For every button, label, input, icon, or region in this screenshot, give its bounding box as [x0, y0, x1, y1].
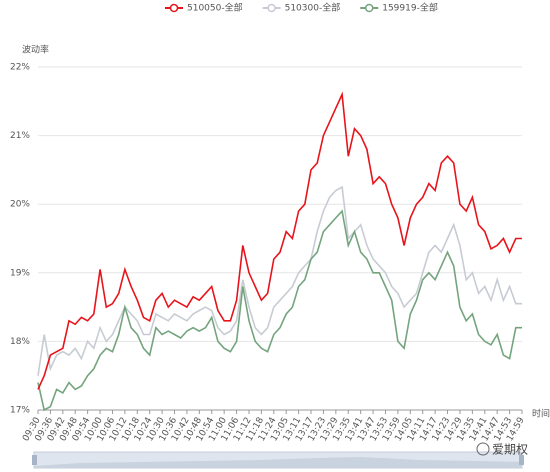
legend-item[interactable]: 159919-全部 [360, 2, 438, 14]
series-line [37, 185, 522, 376]
legend-marker [169, 3, 179, 13]
legend-marker [364, 3, 374, 13]
x-axis-label: 时间 [532, 408, 550, 420]
y-tick-label: 19% [10, 268, 30, 278]
y-tick-label: 21% [10, 131, 30, 141]
y-tick-label: 18% [10, 337, 30, 347]
slider-handle-right[interactable] [519, 455, 524, 465]
series-line [37, 209, 522, 412]
zoom-slider[interactable] [32, 451, 524, 469]
series-line [37, 91, 522, 390]
legend-label: 510050-全部 [187, 2, 243, 14]
legend-marker [267, 3, 276, 13]
slider-preview [34, 457, 522, 468]
watermark-icon [476, 442, 490, 456]
slider-handle-left[interactable] [32, 455, 37, 465]
legend-label: 510300-全部 [285, 2, 341, 14]
y-tick-label: 20% [10, 200, 30, 210]
y-axis-label: 波动率 [22, 44, 49, 56]
y-tick-label: 22% [10, 63, 30, 73]
watermark: 爱期权 [492, 443, 528, 457]
legend-item[interactable]: 510300-全部 [262, 2, 341, 14]
y-tick-label: 17% [10, 406, 30, 416]
legend-label: 159919-全部 [382, 2, 438, 14]
legend-item[interactable]: 510050-全部 [165, 2, 243, 14]
